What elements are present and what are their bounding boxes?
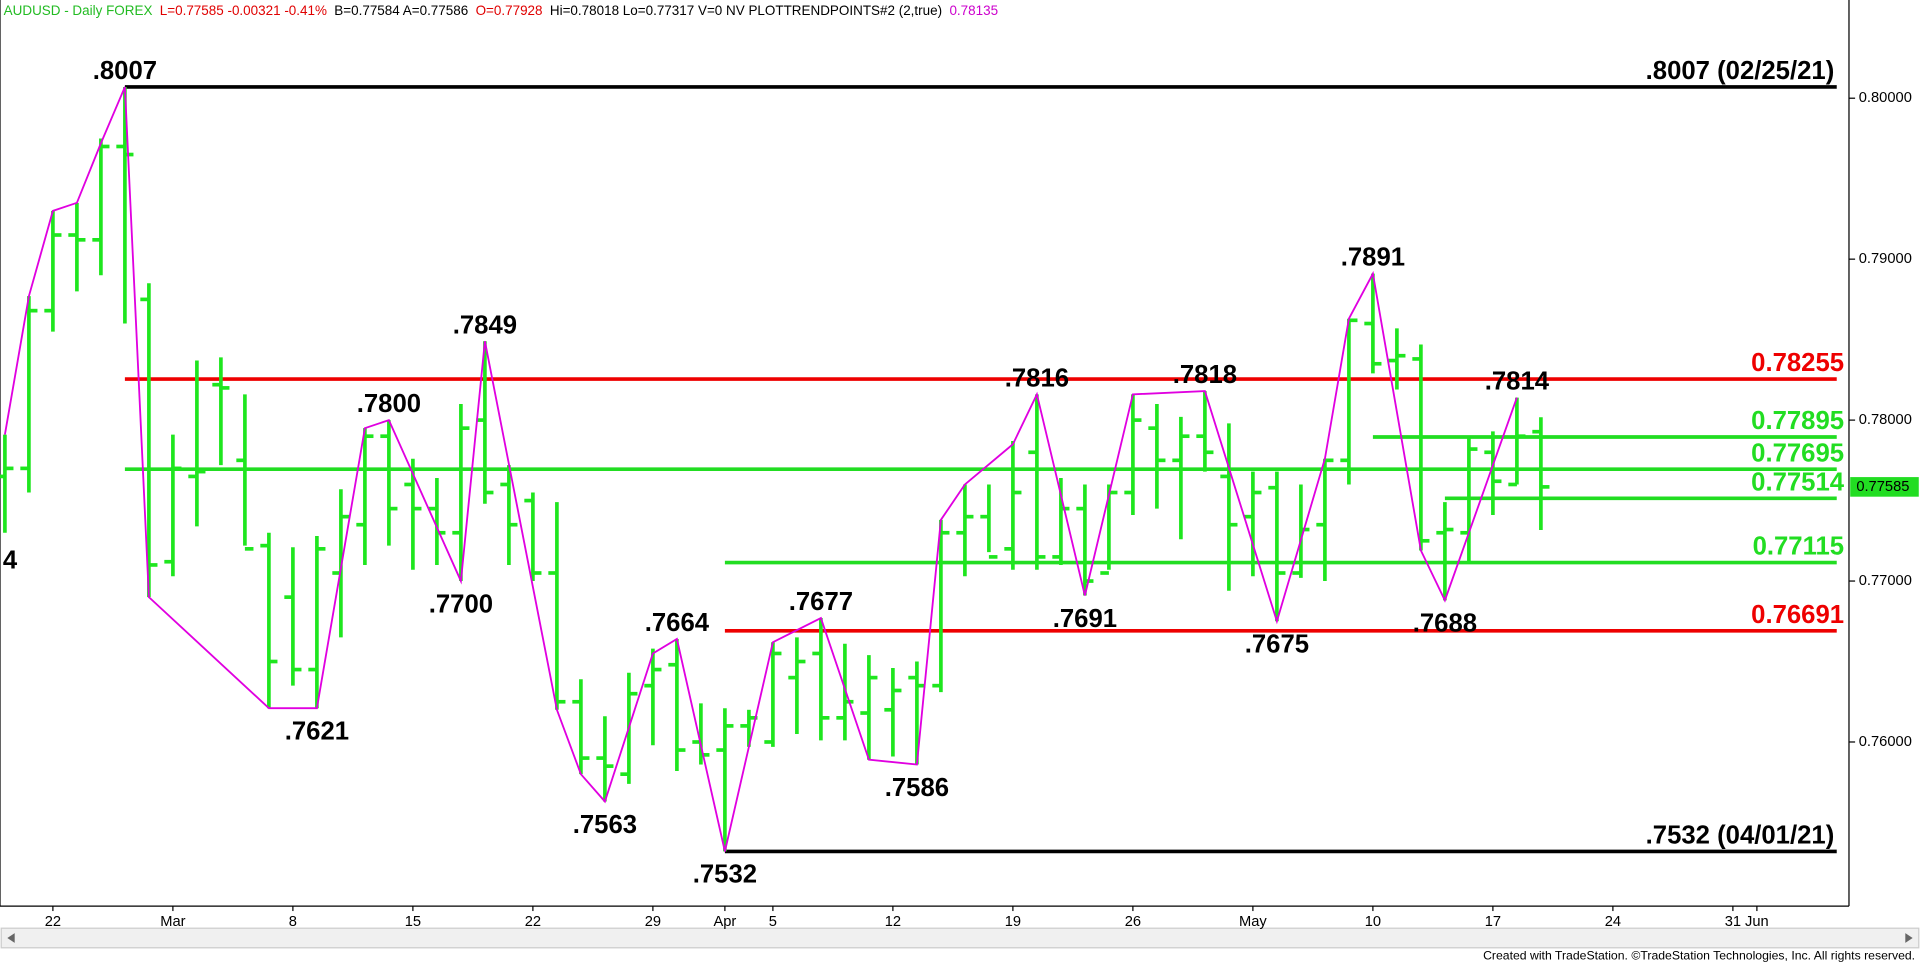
- x-tick-label: 22: [45, 914, 61, 930]
- x-tick-label: 31: [1725, 914, 1741, 930]
- level-label: .8007 (02/25/21): [1646, 57, 1835, 85]
- level-label: .7532 (04/01/21): [1646, 822, 1835, 850]
- x-tick-label: 5: [769, 914, 777, 930]
- footer: Created with TradeStation. ©TradeStation…: [1483, 949, 1915, 963]
- level-label: 0.77115: [1753, 533, 1845, 561]
- scroll-left[interactable]: [7, 933, 15, 943]
- level-label: 0.77514: [1751, 468, 1845, 496]
- pivot-label: 4: [3, 547, 18, 575]
- pivot-label: .7849: [453, 311, 517, 339]
- header-item: B=0.77584 A=0.77586: [334, 3, 468, 18]
- header-item: L=0.77585 -0.00321 -0.41%: [160, 3, 327, 18]
- pivot-label: .7891: [1341, 244, 1405, 272]
- pivot-label: .7532: [693, 861, 757, 889]
- y-tick-label: 0.79000: [1859, 251, 1912, 267]
- pivot-label: .7664: [645, 609, 710, 637]
- zigzag-line: [3, 86, 1518, 852]
- pivot-label: .7691: [1053, 605, 1117, 633]
- header-item: O=0.77928: [476, 3, 543, 18]
- header-item: AUDUSD - Daily FOREX: [4, 3, 153, 18]
- x-tick-label: 17: [1485, 914, 1501, 930]
- x-tick-label: 8: [289, 914, 297, 930]
- pivot-label: .7700: [429, 590, 493, 618]
- y-tick-label: 0.76000: [1859, 734, 1912, 750]
- x-tick-label: May: [1239, 914, 1267, 930]
- x-tick-label: 22: [525, 914, 541, 930]
- scroll-right[interactable]: [1905, 933, 1913, 943]
- header-item: Hi=0.78018 Lo=0.77317 V=0 NV PLOTTRENDPO…: [550, 3, 942, 18]
- y-tick-label: 0.80000: [1859, 90, 1912, 106]
- level-label: 0.78255: [1751, 349, 1844, 377]
- level-label: 0.76691: [1751, 601, 1844, 629]
- x-tick-label: 12: [885, 914, 901, 930]
- pivot-label: .7677: [789, 588, 853, 616]
- pivot-label: .8007: [93, 57, 157, 85]
- x-tick-label: Apr: [713, 914, 736, 930]
- x-tick-label: 10: [1365, 914, 1381, 930]
- pivot-label: .7675: [1245, 631, 1309, 659]
- x-tick-label: 15: [405, 914, 421, 930]
- level-label: 0.77895: [1751, 407, 1844, 435]
- level-label: 0.77695: [1751, 439, 1844, 467]
- pivot-label: .7816: [1005, 364, 1069, 392]
- pivot-label: .7800: [357, 390, 421, 418]
- last-price-label: 0.77585: [1856, 479, 1909, 495]
- header: AUDUSD - Daily FOREX L=0.77585 -0.00321 -…: [4, 3, 998, 18]
- pivot-label: .7818: [1173, 361, 1237, 389]
- x-tick-label: Mar: [160, 914, 185, 930]
- pivot-label: .7814: [1485, 368, 1550, 396]
- pivot-label: .7621: [285, 717, 349, 745]
- x-tick-label: 19: [1005, 914, 1021, 930]
- pivot-label: .7563: [573, 811, 637, 839]
- header-item: 0.78135: [949, 3, 998, 18]
- x-tick-label: 26: [1125, 914, 1141, 930]
- pivot-label: .7586: [885, 774, 949, 802]
- pivot-label: .7688: [1413, 610, 1477, 638]
- y-tick-label: 0.78000: [1859, 412, 1912, 428]
- scrollbar[interactable]: [0, 927, 1920, 949]
- x-tick-label: Jun: [1745, 914, 1769, 930]
- y-tick-label: 0.77000: [1859, 573, 1912, 589]
- last-price-box: [1850, 477, 1919, 497]
- x-tick-label: 29: [645, 914, 661, 930]
- x-tick-label: 24: [1605, 914, 1621, 930]
